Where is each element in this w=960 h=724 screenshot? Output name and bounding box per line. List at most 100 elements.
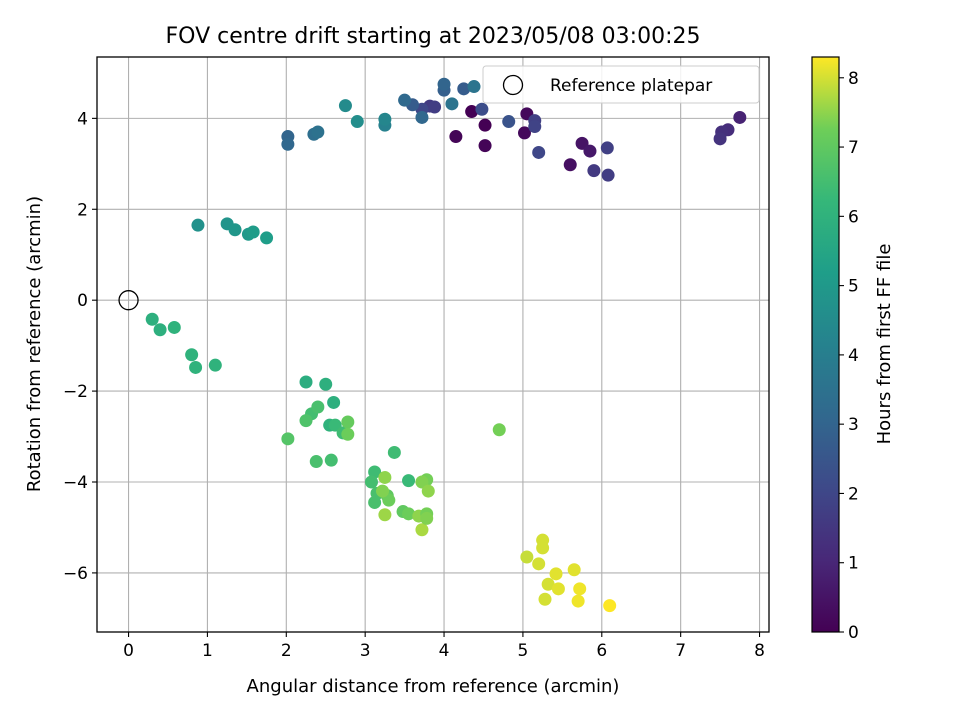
data-point bbox=[341, 427, 355, 441]
data-point bbox=[311, 125, 325, 139]
data-point bbox=[563, 158, 577, 172]
reference-point bbox=[118, 290, 139, 311]
y-axis-ticks: −6 −4 −2 0 2 4 bbox=[63, 109, 97, 584]
data-point bbox=[338, 99, 352, 113]
y-tick-label: 4 bbox=[77, 109, 88, 129]
data-point bbox=[733, 110, 747, 124]
legend-marker-icon bbox=[502, 74, 524, 96]
y-tick-label: −6 bbox=[63, 564, 88, 584]
data-point bbox=[536, 541, 550, 555]
data-point bbox=[368, 465, 382, 479]
data-point bbox=[583, 144, 597, 158]
data-point bbox=[364, 475, 378, 489]
data-point bbox=[528, 120, 542, 134]
colorbar-tick-label: 8 bbox=[848, 69, 859, 89]
data-point bbox=[517, 126, 531, 140]
legend-box bbox=[482, 65, 760, 104]
data-point bbox=[311, 400, 325, 414]
data-point bbox=[541, 577, 555, 591]
data-point bbox=[437, 77, 451, 91]
data-point bbox=[603, 599, 617, 613]
data-point bbox=[398, 93, 412, 107]
data-point bbox=[713, 132, 727, 146]
colorbar bbox=[811, 56, 840, 633]
colorbar-tick-label: 5 bbox=[848, 277, 859, 297]
legend: Reference platepar bbox=[482, 65, 760, 104]
data-point bbox=[378, 112, 392, 126]
x-tick-label: 5 bbox=[518, 641, 529, 661]
plot-frame bbox=[96, 56, 770, 633]
data-point bbox=[189, 360, 203, 374]
x-tick-label: 6 bbox=[596, 641, 607, 661]
colorbar-tick-label: 6 bbox=[848, 207, 859, 227]
data-point bbox=[378, 508, 392, 522]
data-point bbox=[191, 218, 205, 232]
data-point bbox=[532, 557, 546, 571]
colorbar-tick-label: 7 bbox=[848, 138, 859, 158]
data-point bbox=[520, 550, 534, 564]
data-point bbox=[502, 115, 516, 129]
data-point bbox=[376, 484, 390, 498]
data-point bbox=[153, 323, 167, 337]
data-point bbox=[573, 582, 587, 596]
data-point bbox=[167, 320, 181, 334]
data-point bbox=[475, 102, 489, 116]
y-tick-label: 2 bbox=[77, 200, 88, 220]
data-point bbox=[601, 168, 615, 182]
grid-lines bbox=[97, 57, 769, 632]
data-point bbox=[402, 507, 416, 521]
data-point bbox=[478, 139, 492, 153]
data-point bbox=[387, 445, 401, 459]
data-point bbox=[445, 97, 459, 111]
colorbar-tick-label: 2 bbox=[848, 484, 859, 504]
data-point bbox=[299, 375, 313, 389]
data-point bbox=[341, 415, 355, 429]
y-axis-label: Rotation from reference (arcmin) bbox=[24, 196, 45, 492]
x-tick-label: 4 bbox=[439, 641, 450, 661]
data-point bbox=[478, 118, 492, 132]
data-point bbox=[449, 130, 463, 144]
data-point bbox=[571, 594, 585, 608]
x-tick-label: 8 bbox=[754, 641, 765, 661]
data-point bbox=[567, 563, 581, 577]
x-tick-label: 7 bbox=[675, 641, 686, 661]
data-point bbox=[378, 470, 392, 484]
data-point bbox=[281, 432, 295, 446]
x-tick-label: 3 bbox=[360, 641, 371, 661]
data-point bbox=[549, 567, 563, 581]
data-point bbox=[299, 414, 313, 428]
data-point bbox=[350, 115, 364, 129]
data-point bbox=[319, 377, 333, 391]
x-axis-label: Angular distance from reference (arcmin) bbox=[247, 676, 620, 697]
data-point bbox=[467, 80, 481, 94]
data-point bbox=[421, 484, 435, 498]
legend-label: Reference platepar bbox=[550, 76, 712, 96]
data-point bbox=[368, 495, 382, 509]
chart-title: FOV centre drift starting at 2023/05/08 … bbox=[166, 24, 701, 49]
reference-marker bbox=[118, 290, 139, 311]
data-point bbox=[208, 358, 222, 372]
data-point bbox=[382, 493, 396, 507]
data-point bbox=[415, 523, 429, 537]
colorbar-label: Hours from first FF file bbox=[874, 244, 895, 445]
data-point bbox=[281, 137, 295, 151]
data-point bbox=[532, 145, 546, 159]
x-tick-label: 0 bbox=[123, 641, 134, 661]
colorbar-tick-label: 0 bbox=[848, 623, 859, 643]
y-tick-label: −2 bbox=[63, 382, 88, 402]
data-point bbox=[260, 231, 274, 245]
data-points bbox=[145, 77, 747, 613]
data-point bbox=[465, 105, 479, 119]
data-point bbox=[185, 348, 199, 362]
colorbar-tick-label: 1 bbox=[848, 554, 859, 574]
data-point bbox=[551, 582, 565, 596]
data-point bbox=[246, 225, 260, 239]
data-point bbox=[415, 110, 429, 124]
colorbar-tick-label: 4 bbox=[848, 346, 859, 366]
data-point bbox=[309, 455, 323, 469]
data-point bbox=[145, 312, 159, 326]
colorbar-ticks: 0 1 2 3 4 5 6 7 8 bbox=[839, 69, 859, 643]
data-point bbox=[457, 82, 471, 96]
data-point bbox=[327, 395, 341, 409]
